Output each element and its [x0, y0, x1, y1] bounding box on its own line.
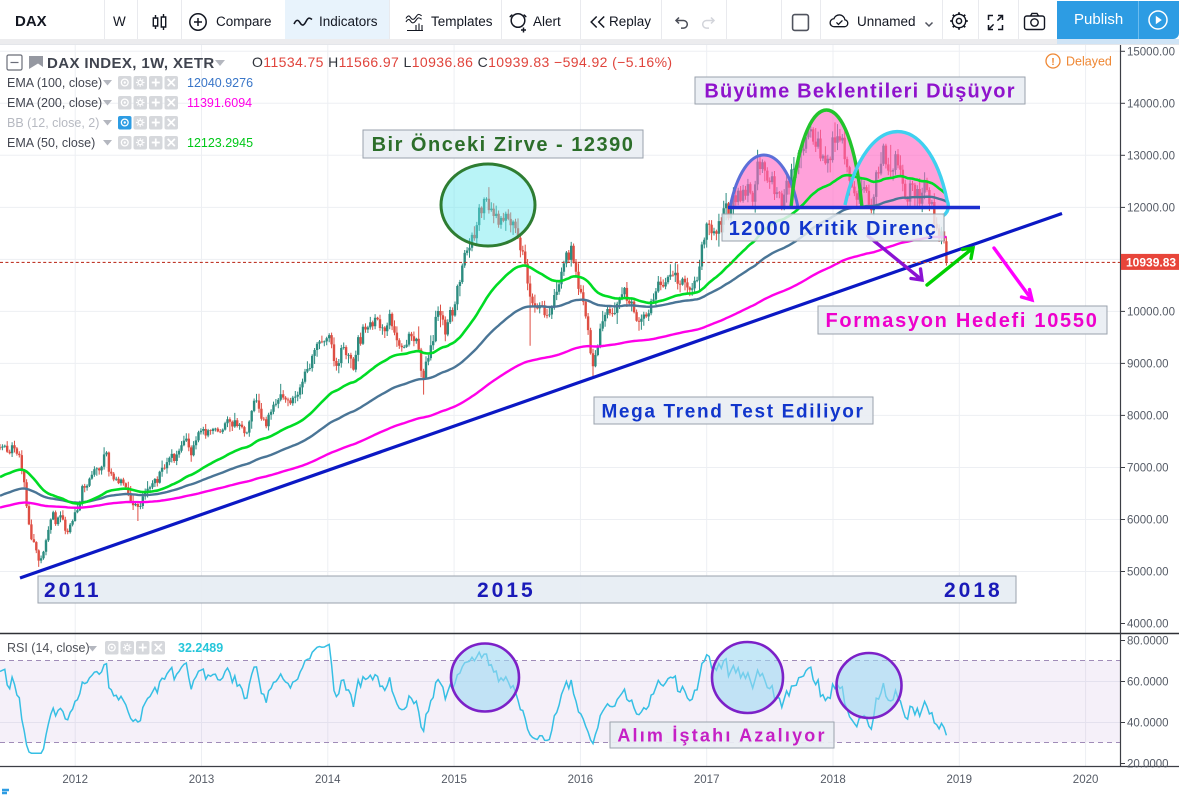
svg-text:13000.00: 13000.00 [1127, 150, 1175, 162]
svg-text:EMA (50, close): EMA (50, close) [7, 136, 95, 150]
svg-text:2015: 2015 [477, 579, 536, 602]
svg-text:4000.00: 4000.00 [1127, 619, 1169, 631]
svg-text:DAX INDEX, 1W, XETR: DAX INDEX, 1W, XETR [47, 55, 215, 72]
svg-text:14000.00: 14000.00 [1127, 98, 1175, 110]
svg-text:8000.00: 8000.00 [1127, 410, 1169, 422]
svg-text:2013: 2013 [189, 774, 215, 786]
svg-text:5000.00: 5000.00 [1127, 567, 1169, 579]
svg-text:9000.00: 9000.00 [1127, 358, 1169, 370]
svg-text:Mega Trend Test Ediliyor: Mega Trend Test Ediliyor [601, 402, 864, 423]
svg-text:2011: 2011 [44, 579, 102, 602]
svg-text:Formasyon Hedefi 10550: Formasyon Hedefi 10550 [825, 310, 1098, 332]
svg-text:12000 Kritik Direnç: 12000 Kritik Direnç [729, 218, 938, 240]
svg-text:80.0000: 80.0000 [1127, 636, 1169, 648]
svg-text:15000.00: 15000.00 [1127, 46, 1175, 58]
svg-text:7000.00: 7000.00 [1127, 463, 1169, 475]
svg-text:2014: 2014 [315, 774, 341, 786]
svg-text:Bir Önceki Zirve - 12390: Bir Önceki Zirve - 12390 [372, 133, 635, 156]
svg-text:2020: 2020 [1073, 774, 1099, 786]
svg-text:12123.2945: 12123.2945 [187, 136, 253, 150]
svg-text:2012: 2012 [62, 774, 88, 786]
svg-text:12000.00: 12000.00 [1127, 202, 1175, 214]
svg-text:60.0000: 60.0000 [1127, 677, 1169, 689]
svg-text:11391.6094: 11391.6094 [187, 96, 252, 110]
svg-text:2019: 2019 [947, 774, 973, 786]
svg-text:2017: 2017 [694, 774, 720, 786]
svg-text:10939.83: 10939.83 [1126, 255, 1176, 269]
svg-text:Delayed: Delayed [1066, 55, 1112, 69]
svg-text:RSI (14, close): RSI (14, close) [7, 641, 90, 655]
svg-text:2018: 2018 [820, 774, 846, 786]
svg-text:10000.00: 10000.00 [1127, 306, 1175, 318]
svg-text:2018: 2018 [944, 579, 1003, 602]
svg-text:BB (12, close, 2): BB (12, close, 2) [7, 116, 99, 130]
svg-text:Alım İştahı Azalıyor: Alım İştahı Azalıyor [617, 726, 826, 746]
svg-text:12040.9276: 12040.9276 [187, 76, 253, 90]
svg-text:EMA (200, close): EMA (200, close) [7, 96, 102, 110]
svg-text:Büyüme Beklentileri Düşüyor: Büyüme Beklentileri Düşüyor [704, 81, 1015, 103]
svg-text:EMA (100, close): EMA (100, close) [7, 76, 102, 90]
svg-text:20.0000: 20.0000 [1127, 759, 1169, 771]
svg-text:32.2489: 32.2489 [178, 641, 223, 655]
svg-text:2016: 2016 [568, 774, 594, 786]
svg-text:6000.00: 6000.00 [1127, 515, 1169, 527]
svg-text:2015: 2015 [441, 774, 467, 786]
svg-text:!: ! [1051, 56, 1055, 68]
svg-text:O11534.75 H11566.97 L10936.8: O11534.75 H11566.97 L10936.86 C10939.83 … [252, 54, 673, 70]
svg-text:40.0000: 40.0000 [1127, 718, 1169, 730]
